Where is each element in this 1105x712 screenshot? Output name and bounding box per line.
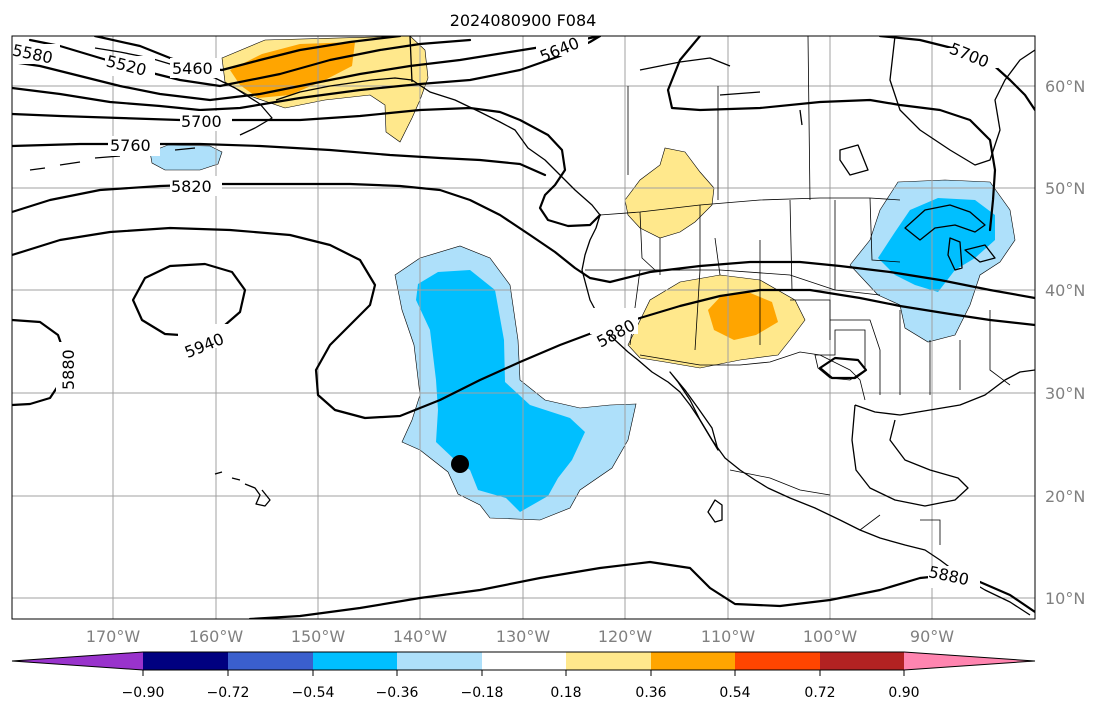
contour-mexico-small (818, 356, 868, 380)
colorbar-tick-label: 0.90 (888, 685, 919, 701)
coast-aleutians (29, 147, 196, 171)
colorbar-tick-label: −0.54 (292, 685, 335, 701)
lon-label-170w: 170°W (86, 627, 141, 646)
colorbar-segment (735, 652, 820, 670)
colorbar-extend-low (12, 652, 143, 670)
contour-5520 (28, 38, 472, 88)
map-frame (11, 35, 1036, 620)
lat-label-30n: 30°N (1045, 384, 1085, 403)
colorbar-tick-label: 0.54 (719, 685, 750, 701)
contour-5580 (12, 36, 602, 102)
contour-5460 (93, 36, 402, 72)
anomaly-pacific-blue (416, 270, 585, 512)
lon-label-150w: 150°W (291, 627, 346, 646)
latitude-labels: 60°N 50°N 40°N 30°N 20°N 10°N (1045, 77, 1085, 608)
coast-alaska (94, 47, 601, 216)
contour-label-5700-west: 5700 (181, 112, 222, 131)
colorbar-tick-label: −0.90 (122, 685, 165, 701)
lon-label-120w: 120°W (598, 627, 653, 646)
colorbar-extend-high (904, 652, 1035, 670)
colorbar-segment (566, 652, 651, 670)
anomaly-aleutian (149, 144, 223, 171)
contour-label-5820: 5820 (171, 177, 212, 196)
colorbar-segment (228, 652, 313, 670)
colorbar-segment (143, 652, 228, 670)
anomaly-pnw (624, 147, 715, 239)
colorbar: −0.90 −0.72 −0.54 −0.36 −0.18 0.18 0.36 … (11, 651, 1036, 701)
colorbar-tick-label: −0.72 (207, 685, 250, 701)
colorbar-segment (397, 652, 482, 670)
coast-canada-north (409, 36, 869, 176)
lat-label-10n: 10°N (1045, 589, 1085, 608)
anomaly-greatlakes-blue (878, 198, 995, 292)
lat-label-50n: 50°N (1045, 179, 1085, 198)
colorbar-tick-label: −0.36 (376, 685, 419, 701)
lon-label-140w: 140°W (393, 627, 448, 646)
lat-label-40n: 40°N (1045, 281, 1085, 300)
contour-5700-east (666, 36, 997, 232)
colorbar-tick-label: 0.18 (550, 685, 581, 701)
colorbar-segment (820, 652, 904, 670)
contour-label-group: 5580 5520 5460 5640 5700 5700 5760 5820 … (12, 36, 998, 589)
contour-5940 (131, 262, 247, 338)
lon-label-90w: 90°W (910, 627, 954, 646)
coastlines (29, 36, 1035, 616)
lon-label-130w: 130°W (496, 627, 551, 646)
lat-label-60n: 60°N (1045, 77, 1085, 96)
colorbar-tick-label: 0.72 (804, 685, 835, 701)
great-lakes (904, 204, 996, 271)
political-borders (585, 36, 1011, 545)
map-area: 5580 5520 5460 5640 5700 5700 5760 5820 … (12, 36, 1035, 619)
longitude-labels: 170°W 160°W 150°W 140°W 130°W 120°W 110°… (86, 627, 954, 646)
lon-label-100w: 100°W (803, 627, 858, 646)
lon-label-160w: 160°W (189, 627, 244, 646)
anomaly-sw-orange (708, 292, 778, 340)
coast-hawaii (214, 471, 271, 507)
coast-revillagigedo (707, 499, 723, 523)
colorbar-tick-label: −0.18 (461, 685, 504, 701)
contour-5880-main (12, 226, 1035, 420)
lon-label-110w: 110°W (701, 627, 756, 646)
colorbar-tick-label: 0.36 (635, 685, 666, 701)
map-title: 2024080900 F084 (450, 11, 597, 30)
colorbar-segment (482, 652, 566, 670)
colorbar-segment (651, 652, 735, 670)
point-marker (451, 455, 469, 473)
contour-label-5760: 5760 (110, 136, 151, 155)
coast-gulf (851, 369, 1035, 507)
contour-5640 (12, 36, 602, 112)
lat-label-20n: 20°N (1045, 487, 1085, 506)
coast-baja (669, 371, 719, 451)
colorbar-segment (313, 652, 397, 670)
contour-label-5880-west: 5880 (59, 349, 78, 390)
contour-label-5460: 5460 (172, 59, 213, 78)
